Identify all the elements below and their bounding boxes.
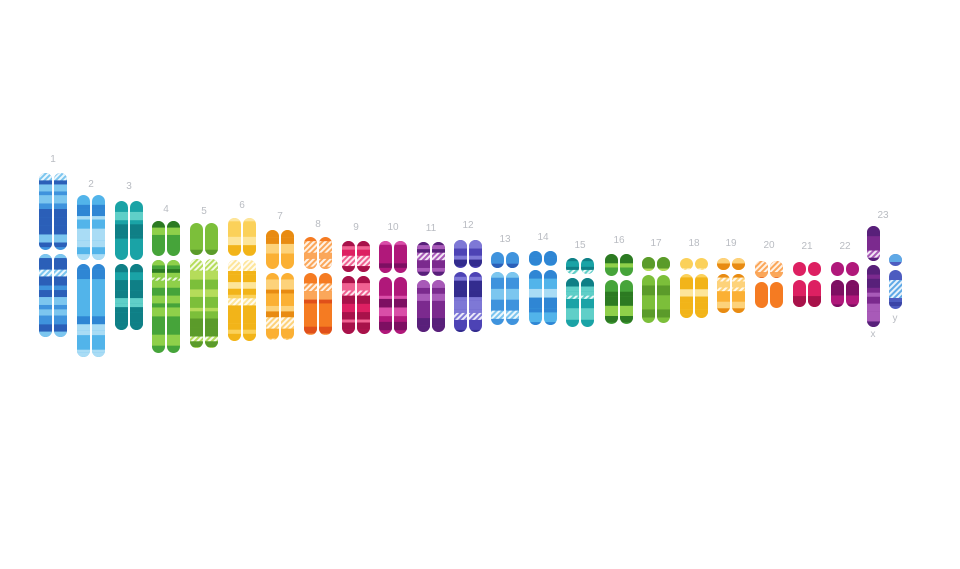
chromosome-x <box>867 226 880 327</box>
chromosome-label-8: 8 <box>315 219 321 230</box>
chromosome-8 <box>304 237 332 335</box>
chromosome-label-y: y <box>893 313 898 324</box>
chromosome-11 <box>417 242 445 332</box>
chromosome-7 <box>266 230 294 340</box>
chromosome-17 <box>642 257 670 323</box>
chromosome-label-4: 4 <box>163 204 169 215</box>
chromosome-y <box>889 254 902 309</box>
chromosome-15 <box>566 258 594 327</box>
chromosome-label-21: 21 <box>801 241 813 252</box>
chromosome-label-6: 6 <box>239 200 245 211</box>
chromosome-label-12: 12 <box>462 220 474 231</box>
chromosome-label-23: 23 <box>877 210 889 221</box>
chromosome-label-17: 17 <box>650 238 662 249</box>
chromosome-19 <box>717 258 745 313</box>
chromosome-label-5: 5 <box>201 206 207 217</box>
chromosome-12 <box>454 240 482 332</box>
chromosome-label-1: 1 <box>50 154 56 165</box>
chromosome-9 <box>342 241 370 334</box>
chromosome-label-15: 15 <box>574 240 586 251</box>
chromosome-22 <box>831 262 859 307</box>
chromosome-5 <box>190 223 218 348</box>
chromosome-label-14: 14 <box>537 232 549 243</box>
chromosome-3 <box>115 201 143 330</box>
chromosome-18 <box>680 258 708 318</box>
chromosome-label-18: 18 <box>688 238 700 249</box>
chromosome-label-3: 3 <box>126 181 132 192</box>
chromosome-label-2: 2 <box>88 179 94 190</box>
chromosome-label-19: 19 <box>725 238 737 249</box>
chromosome-2 <box>77 195 105 357</box>
chromosome-20 <box>755 261 783 308</box>
chromosome-13 <box>491 252 519 325</box>
chromosome-16 <box>605 254 633 324</box>
chromosome-4 <box>152 221 180 353</box>
chromosome-23 <box>867 226 902 327</box>
chromosome-21 <box>793 262 821 307</box>
chromosome-1 <box>39 173 67 337</box>
chromosome-label-7: 7 <box>277 211 283 222</box>
chromosome-10 <box>379 241 407 334</box>
chromosome-label-16: 16 <box>613 235 625 246</box>
chromosome-label-11: 11 <box>426 223 437 234</box>
chromosome-label-13: 13 <box>499 234 511 245</box>
chromosome-6 <box>228 218 256 341</box>
chromosome-label-10: 10 <box>387 222 399 233</box>
chromosome-label-20: 20 <box>763 240 775 251</box>
chromosome-label-x: x <box>871 329 876 340</box>
chromosome-label-22: 22 <box>839 241 851 252</box>
chromosome-14 <box>529 251 557 325</box>
chromosome-label-9: 9 <box>353 222 359 233</box>
